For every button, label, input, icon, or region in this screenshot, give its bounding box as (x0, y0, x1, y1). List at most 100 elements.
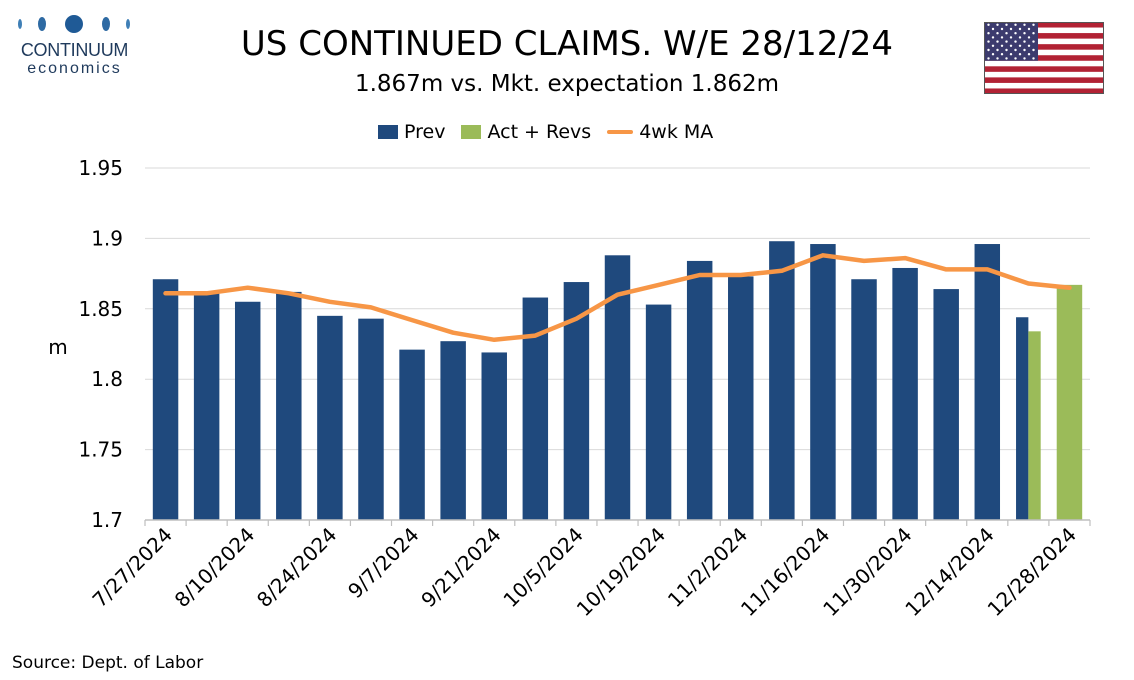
legend-label-prev: Prev (404, 121, 446, 143)
x-tick-label: 12/28/2024 (983, 523, 1081, 621)
x-tick-label: 11/2/2024 (663, 523, 752, 612)
flag-star (991, 36, 995, 39)
y-tick-label: 1.8 (91, 367, 123, 391)
flag-star (1032, 32, 1035, 35)
flag-star (991, 53, 995, 56)
x-tick-label: 9/21/2024 (416, 523, 505, 612)
flag-stripe (984, 44, 1104, 50)
flag-star (1005, 57, 1008, 60)
flag-border (984, 22, 1104, 94)
flag-star (1023, 23, 1026, 26)
flag-star (987, 32, 990, 35)
bar-prev (481, 352, 507, 520)
flag-star (996, 40, 999, 43)
y-tick-label: 1.9 (91, 226, 123, 250)
flag-star (1000, 27, 1004, 31)
flag-star (1032, 23, 1035, 26)
y-axis-label: m (48, 335, 67, 359)
flag-star (1023, 48, 1026, 52)
flag-star (987, 40, 990, 43)
continuum-economics-logo: CONTINUUM economics (12, 14, 137, 77)
flag-stripe (984, 33, 1104, 39)
flag-star (1009, 44, 1013, 47)
bar-prev (686, 260, 713, 520)
chart-title: US CONTINUED CLAIMS. W/E 28/12/24 (240, 24, 894, 64)
x-tick-label: 10/19/2024 (572, 523, 670, 621)
flag-star (1032, 48, 1035, 52)
legend-swatch-prev (378, 125, 398, 139)
bar-prev (317, 315, 343, 520)
x-tick-label: 10/5/2024 (498, 523, 587, 612)
flag-star (1000, 53, 1004, 56)
logo-sub: economics (27, 60, 122, 77)
bar-prev (152, 279, 179, 520)
flag-stripe (984, 66, 1104, 72)
flag-star (1027, 53, 1031, 56)
flag-star (1009, 27, 1013, 31)
flag-stripe (984, 88, 1104, 94)
legend-item-ma: 4wk MA (607, 121, 713, 143)
y-tick-label: 1.7 (91, 508, 123, 532)
bar-prev (933, 289, 959, 520)
y-tick-label: 1.85 (78, 297, 123, 321)
flag-star (1023, 32, 1026, 35)
legend: Prev Act + Revs 4wk MA (378, 120, 729, 144)
flag-star (1005, 23, 1008, 26)
bar-act (1056, 284, 1083, 520)
bar-prev (1016, 317, 1029, 520)
x-tick-label: 7/27/2024 (88, 523, 177, 612)
source-note: Source: Dept. of Labor (12, 653, 204, 673)
logo-name: CONTINUUM (20, 40, 129, 60)
flag-star (1032, 40, 1035, 43)
flag-star (987, 57, 990, 60)
x-tick-label: 9/7/2024 (343, 523, 423, 603)
logo-dots-icon (18, 15, 130, 33)
bar-prev (851, 279, 877, 520)
bar-prev (974, 244, 1001, 521)
flag-star (1018, 44, 1022, 47)
flag-stripe (984, 55, 1104, 61)
flag-star (1027, 36, 1031, 39)
legend-swatch-act (461, 125, 482, 139)
chart-subtitle: 1.867m vs. Mkt. expectation 1.862m (354, 71, 780, 97)
flag-stripe (984, 77, 1104, 83)
flag-star (987, 23, 990, 26)
bar-prev (645, 304, 672, 520)
bar-prev (234, 301, 261, 520)
flag-star (1005, 40, 1008, 43)
flag-star (1009, 36, 1013, 39)
flag-star (1014, 32, 1017, 35)
flag-star (1014, 23, 1017, 26)
flag-star (1000, 36, 1004, 39)
flag-star (1018, 27, 1022, 31)
bar-prev (728, 276, 754, 520)
flag-star (996, 23, 999, 26)
flag-star (991, 27, 995, 31)
flag-star (1018, 36, 1022, 39)
x-tick-label: 8/24/2024 (252, 523, 341, 612)
bar-prev (358, 318, 384, 520)
flag-star (996, 57, 999, 60)
bar-prev (399, 349, 425, 520)
flag-star (1000, 44, 1004, 47)
legend-item-prev: Prev (378, 121, 445, 143)
y-tick-label: 1.95 (78, 156, 123, 180)
flag-star (996, 32, 999, 35)
legend-label-ma: 4wk MA (639, 121, 714, 143)
bar-act (1028, 331, 1041, 520)
bar-prev (769, 241, 795, 520)
bar-prev (810, 244, 836, 521)
flag-star (1014, 57, 1017, 60)
bar-prev (193, 291, 220, 520)
flag-stripe (984, 22, 1104, 28)
x-tick-label: 8/10/2024 (170, 523, 259, 612)
flag-star (991, 44, 995, 47)
flag-star (1005, 48, 1008, 52)
flag-star (1009, 53, 1013, 56)
flag-star (1023, 57, 1026, 60)
flag-star (1027, 27, 1031, 31)
flag-star (1014, 40, 1017, 43)
y-tick-label: 1.75 (78, 438, 123, 462)
legend-item-act: Act + Revs (461, 121, 591, 143)
legend-label-act: Act + Revs (487, 121, 592, 143)
